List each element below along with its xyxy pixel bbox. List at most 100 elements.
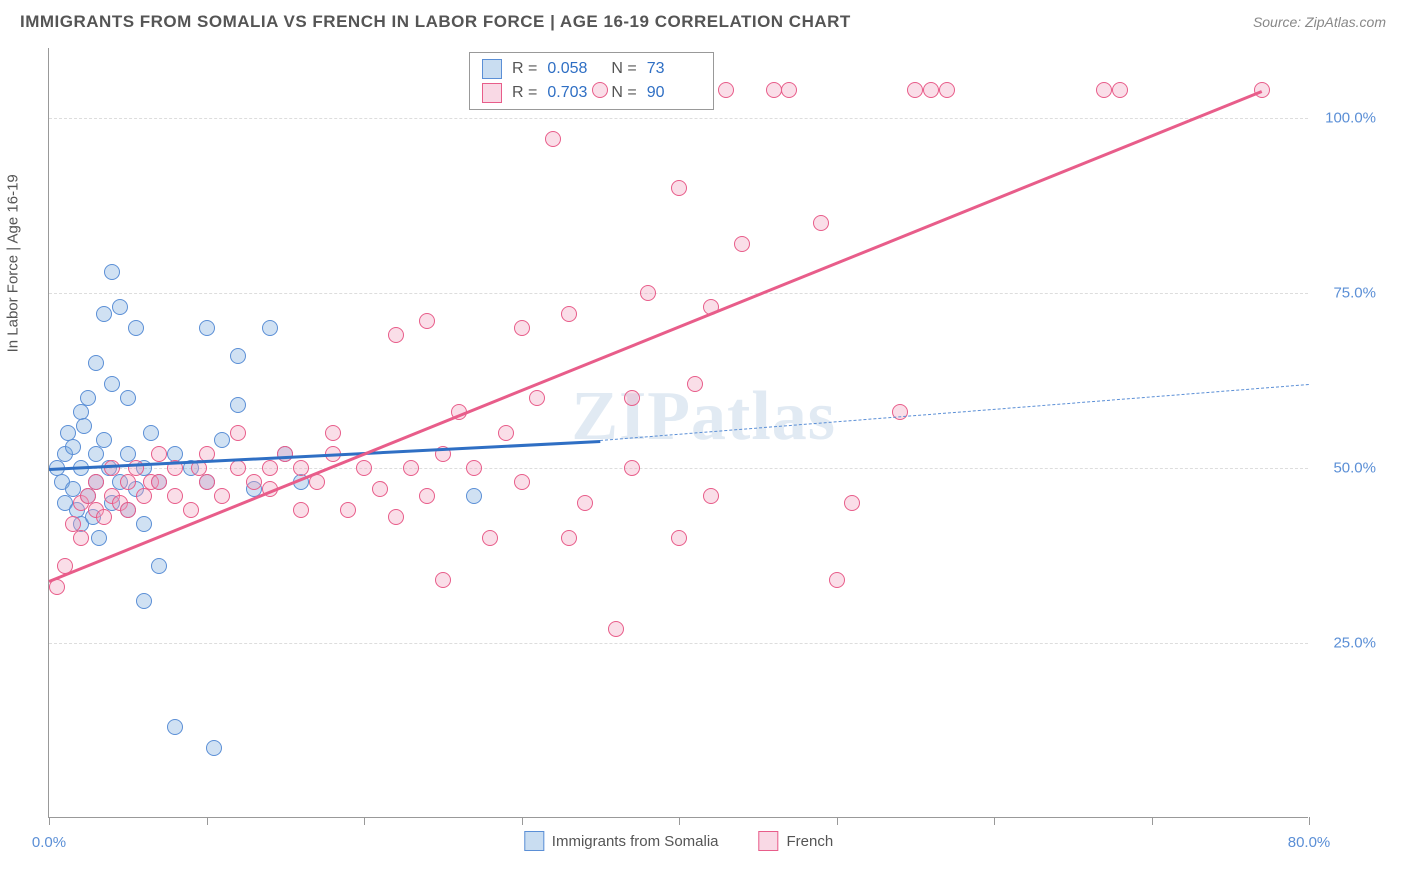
- scatter-point: [482, 530, 498, 546]
- x-tick-label: 80.0%: [1288, 834, 1331, 851]
- stats-row-somalia: R = 0.058 N = 73: [478, 57, 705, 81]
- scatter-point: [372, 481, 388, 497]
- swatch-pink-icon: [482, 83, 502, 103]
- grid-line: [49, 293, 1308, 294]
- x-tick-label: 0.0%: [32, 834, 66, 851]
- scatter-point: [88, 355, 104, 371]
- scatter-point: [246, 474, 262, 490]
- scatter-point: [230, 348, 246, 364]
- scatter-point: [151, 446, 167, 462]
- x-tick: [49, 817, 50, 825]
- grid-line: [49, 118, 1308, 119]
- x-tick: [522, 817, 523, 825]
- scatter-point: [514, 320, 530, 336]
- scatter-point: [907, 82, 923, 98]
- scatter-point: [340, 502, 356, 518]
- swatch-pink-icon: [759, 831, 779, 851]
- scatter-point: [466, 460, 482, 476]
- scatter-point: [230, 397, 246, 413]
- scatter-point: [577, 495, 593, 511]
- scatter-point: [65, 439, 81, 455]
- scatter-point: [419, 488, 435, 504]
- scatter-point: [143, 425, 159, 441]
- scatter-point: [498, 425, 514, 441]
- scatter-point: [671, 530, 687, 546]
- scatter-point: [151, 474, 167, 490]
- scatter-point: [624, 390, 640, 406]
- x-tick: [207, 817, 208, 825]
- scatter-point: [514, 474, 530, 490]
- scatter-point: [73, 530, 89, 546]
- scatter-point: [923, 82, 939, 98]
- scatter-point: [325, 425, 341, 441]
- scatter-point: [592, 82, 608, 98]
- scatter-point: [356, 460, 372, 476]
- legend-item-french: French: [759, 831, 834, 851]
- r-label: R =: [512, 84, 537, 102]
- scatter-point: [829, 572, 845, 588]
- scatter-point: [262, 460, 278, 476]
- scatter-point: [91, 530, 107, 546]
- scatter-point: [624, 460, 640, 476]
- scatter-point: [128, 320, 144, 336]
- watermark: ZIPatlas: [571, 377, 836, 457]
- scatter-point: [206, 740, 222, 756]
- scatter-point: [703, 488, 719, 504]
- x-tick: [837, 817, 838, 825]
- scatter-point: [766, 82, 782, 98]
- scatter-point: [1254, 82, 1270, 98]
- scatter-point: [293, 460, 309, 476]
- scatter-point: [104, 376, 120, 392]
- n-label: N =: [611, 60, 636, 78]
- scatter-point: [136, 516, 152, 532]
- r-value-somalia: 0.058: [547, 60, 601, 78]
- scatter-point: [277, 446, 293, 462]
- scatter-point: [939, 82, 955, 98]
- trend-line: [48, 90, 1262, 583]
- scatter-point: [120, 502, 136, 518]
- chart-container: ZIPatlas In Labor Force | Age 16-19 R = …: [48, 48, 1388, 838]
- x-tick: [1152, 817, 1153, 825]
- scatter-point: [167, 719, 183, 735]
- y-tick-label: 50.0%: [1333, 460, 1376, 477]
- n-value-french: 90: [647, 84, 701, 102]
- scatter-point: [403, 460, 419, 476]
- stats-legend-box: R = 0.058 N = 73 R = 0.703 N = 90: [469, 52, 714, 110]
- scatter-point: [545, 131, 561, 147]
- source-attribution: Source: ZipAtlas.com: [1253, 14, 1386, 30]
- grid-line: [49, 643, 1308, 644]
- y-axis-title: In Labor Force | Age 16-19: [5, 174, 22, 352]
- scatter-point: [96, 306, 112, 322]
- scatter-point: [120, 474, 136, 490]
- swatch-blue-icon: [524, 831, 544, 851]
- scatter-point: [1096, 82, 1112, 98]
- scatter-point: [687, 376, 703, 392]
- scatter-point: [813, 215, 829, 231]
- scatter-point: [136, 593, 152, 609]
- scatter-point: [388, 509, 404, 525]
- chart-title: IMMIGRANTS FROM SOMALIA VS FRENCH IN LAB…: [20, 12, 851, 32]
- legend-item-somalia: Immigrants from Somalia: [524, 831, 719, 851]
- scatter-point: [262, 320, 278, 336]
- swatch-blue-icon: [482, 59, 502, 79]
- n-label: N =: [611, 84, 636, 102]
- scatter-point: [230, 425, 246, 441]
- scatter-point: [199, 320, 215, 336]
- scatter-point: [419, 313, 435, 329]
- scatter-point: [529, 390, 545, 406]
- scatter-point: [1112, 82, 1128, 98]
- bottom-legend: Immigrants from Somalia French: [524, 831, 833, 851]
- scatter-point: [214, 432, 230, 448]
- scatter-point: [167, 488, 183, 504]
- plot-area: ZIPatlas In Labor Force | Age 16-19 R = …: [48, 48, 1308, 818]
- scatter-point: [183, 502, 199, 518]
- stats-row-french: R = 0.703 N = 90: [478, 81, 705, 105]
- scatter-point: [561, 306, 577, 322]
- x-tick: [364, 817, 365, 825]
- y-tick-label: 75.0%: [1333, 285, 1376, 302]
- scatter-point: [104, 460, 120, 476]
- scatter-point: [388, 327, 404, 343]
- scatter-point: [608, 621, 624, 637]
- scatter-point: [199, 474, 215, 490]
- y-tick-label: 25.0%: [1333, 635, 1376, 652]
